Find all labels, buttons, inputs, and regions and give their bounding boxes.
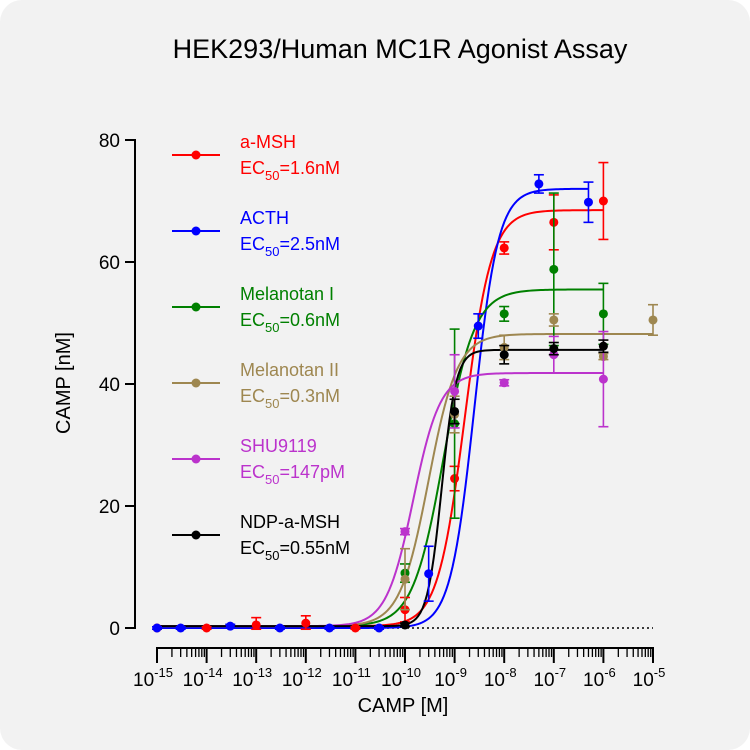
fit-curve bbox=[157, 288, 604, 628]
legend-ec50: EC50=2.5nM bbox=[240, 234, 340, 259]
x-tick-label: 10-10 bbox=[381, 665, 421, 691]
legend-item: SHU9119 EC50=147pM bbox=[172, 436, 345, 487]
data-point bbox=[598, 341, 608, 351]
fit-curve bbox=[157, 372, 604, 628]
x-tick-label: 10-12 bbox=[282, 665, 322, 691]
x-tick-label: 10-9 bbox=[434, 665, 467, 691]
x-tick-label: 10-13 bbox=[232, 665, 272, 691]
legend-ec50: EC50=1.6nM bbox=[240, 158, 340, 183]
data-point bbox=[350, 623, 360, 633]
data-point bbox=[499, 378, 509, 388]
legend-ec50: EC50=147pM bbox=[240, 462, 345, 487]
legend-series-name: NDP-a-MSH bbox=[240, 512, 340, 532]
legend-marker bbox=[191, 378, 201, 388]
legend-item: ACTH EC50=2.5nM bbox=[172, 208, 340, 259]
legend-marker bbox=[191, 150, 201, 160]
x-tick-label: 10-14 bbox=[183, 665, 223, 691]
data-point bbox=[324, 623, 334, 633]
data-point bbox=[202, 623, 212, 633]
legend: a-MSH EC50=1.6nM ACTH EC50=2.5nM Melanotan I… bbox=[172, 132, 350, 563]
fit-curve bbox=[157, 348, 604, 628]
legend-item: a-MSH EC50=1.6nM bbox=[172, 132, 340, 183]
data-point bbox=[583, 197, 593, 207]
data-point bbox=[499, 350, 509, 360]
y-tick-label: 0 bbox=[109, 619, 120, 640]
data-point bbox=[549, 315, 559, 325]
chart-title: HEK293/Human MC1R Agonist Assay bbox=[173, 34, 628, 64]
legend-item: Melanotan II EC50=0.3nM bbox=[172, 360, 340, 411]
data-point bbox=[499, 243, 509, 253]
legend-ec50: EC50=0.55nM bbox=[240, 538, 350, 563]
y-tick-label: 40 bbox=[99, 375, 120, 396]
data-point bbox=[499, 309, 509, 319]
legend-marker bbox=[191, 226, 201, 236]
x-tick-label: 10-15 bbox=[133, 665, 173, 691]
axes-layer: 0 20 40 60 80 10-15 10-14 10-13 10-12 10-11 10-10 1… bbox=[99, 131, 665, 691]
data-point bbox=[598, 196, 608, 206]
data-point bbox=[400, 620, 410, 630]
x-tick-label: 10-8 bbox=[484, 665, 517, 691]
fit-curve bbox=[157, 209, 604, 628]
data-point bbox=[152, 623, 162, 633]
data-point bbox=[225, 621, 235, 631]
legend-marker bbox=[191, 302, 201, 312]
data-point bbox=[598, 309, 608, 319]
legend-marker bbox=[191, 454, 201, 464]
data-point bbox=[473, 321, 483, 331]
y-axis-title: CAMP [nM] bbox=[53, 332, 75, 434]
data-points-layer bbox=[152, 161, 658, 633]
legend-series-name: ACTH bbox=[240, 208, 289, 228]
data-point bbox=[534, 179, 544, 189]
legend-series-name: a-MSH bbox=[240, 132, 296, 152]
data-point bbox=[176, 623, 186, 633]
legend-item: NDP-a-MSH EC50=0.55nM bbox=[172, 512, 350, 563]
legend-ec50: EC50=0.3nM bbox=[240, 386, 340, 411]
data-point bbox=[549, 264, 559, 274]
data-point bbox=[450, 406, 460, 416]
data-point bbox=[598, 374, 608, 384]
data-point bbox=[648, 315, 658, 325]
legend-ec50: EC50=0.6nM bbox=[240, 310, 340, 335]
data-point bbox=[301, 618, 311, 628]
legend-marker bbox=[191, 530, 201, 540]
x-tick-label: 10-7 bbox=[533, 665, 566, 691]
data-point bbox=[374, 623, 384, 633]
data-point bbox=[251, 620, 261, 630]
x-tick-label: 10-5 bbox=[633, 665, 666, 691]
legend-series-name: SHU9119 bbox=[240, 436, 317, 456]
legend-item: Melanotan I EC50=0.6nM bbox=[172, 284, 340, 335]
y-tick-label: 20 bbox=[99, 497, 120, 518]
legend-series-name: Melanotan I bbox=[240, 284, 334, 304]
x-axis-title: CAMP [M] bbox=[358, 695, 449, 717]
data-point bbox=[275, 623, 285, 633]
data-point bbox=[400, 574, 410, 584]
data-point bbox=[549, 344, 559, 354]
legend-series-name: Melanotan II bbox=[240, 360, 339, 380]
fit-curve bbox=[157, 187, 589, 629]
data-point bbox=[424, 569, 434, 579]
x-tick-label: 10-11 bbox=[332, 665, 371, 691]
x-tick-label: 10-6 bbox=[583, 665, 616, 691]
y-tick-label: 80 bbox=[99, 131, 120, 152]
data-point bbox=[450, 386, 460, 396]
y-tick-label: 60 bbox=[99, 253, 120, 274]
data-point bbox=[400, 527, 410, 537]
